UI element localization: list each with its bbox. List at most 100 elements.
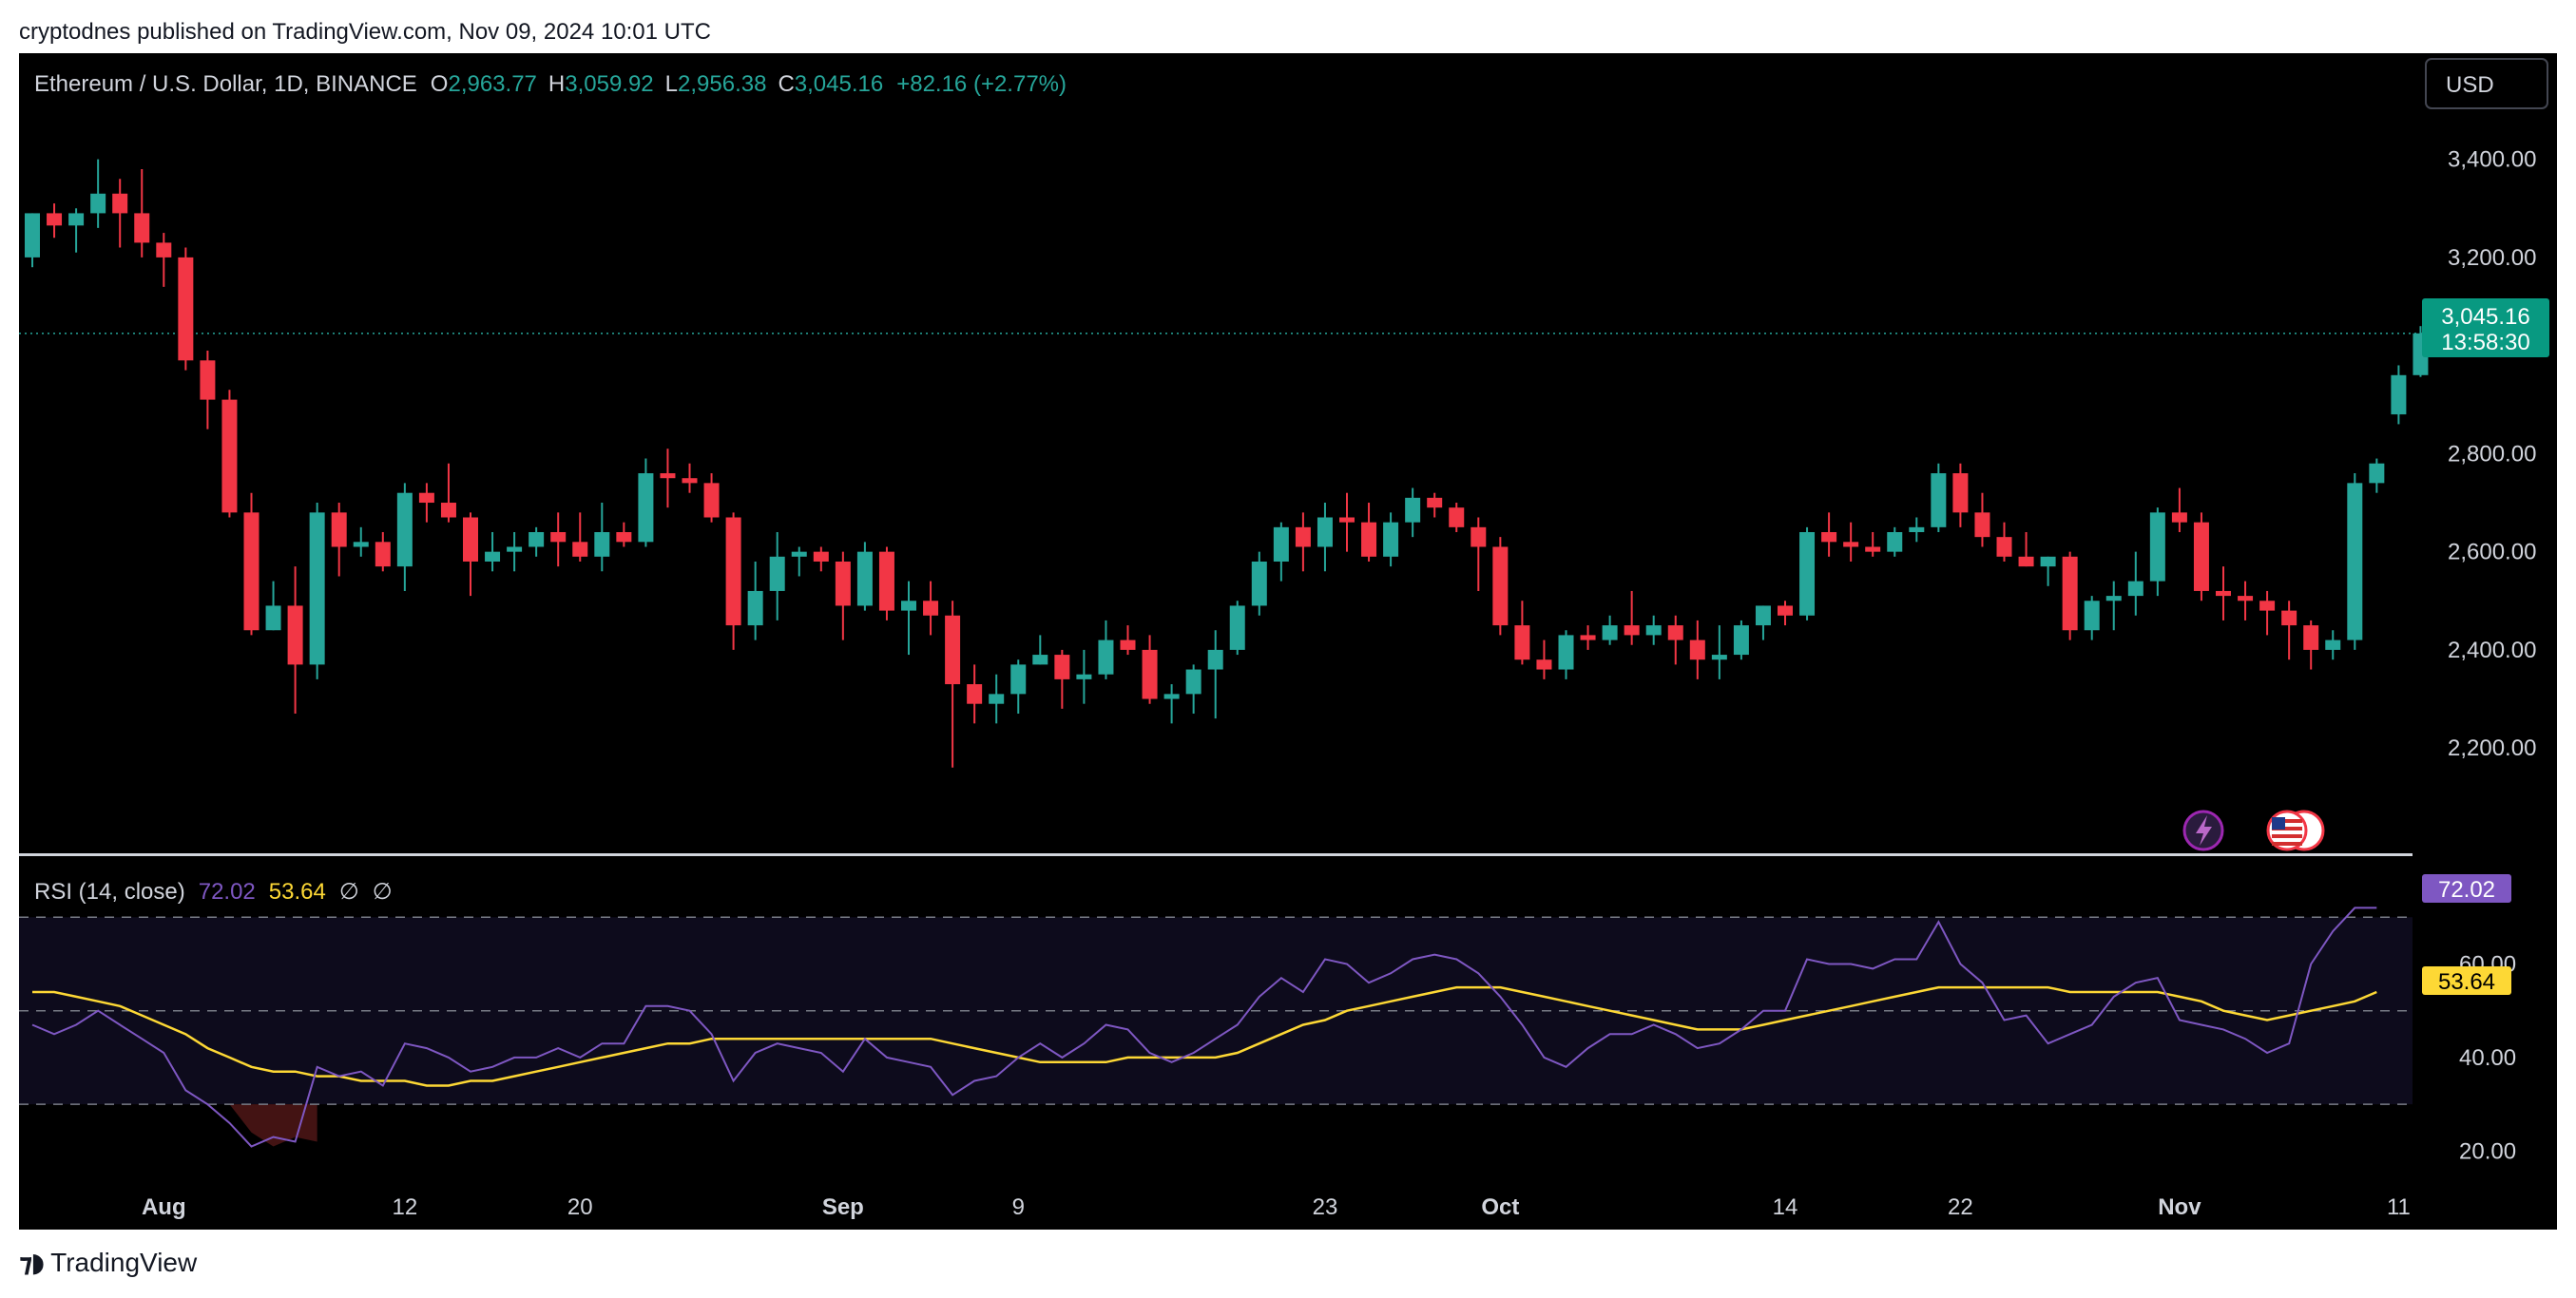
- tradingview-logo[interactable]: ⁊◗ TradingView: [19, 1247, 197, 1278]
- candle-body: [703, 483, 720, 518]
- candle-body: [1054, 655, 1070, 679]
- candle-body: [1427, 497, 1443, 508]
- candle-body: [2347, 483, 2363, 640]
- candle-body: [1843, 542, 1859, 547]
- candle-body: [769, 556, 785, 591]
- candle-body: [1163, 694, 1180, 699]
- candle-body: [156, 242, 172, 258]
- time-axis-label: Oct: [1481, 1194, 1519, 1220]
- candle-body: [68, 213, 85, 226]
- candle-body: [1887, 531, 1903, 552]
- candle-body: [1185, 669, 1201, 695]
- candle-body: [2216, 590, 2231, 597]
- candle-body: [1010, 664, 1027, 695]
- candle-body: [967, 684, 983, 704]
- candle-body: [1558, 635, 1574, 670]
- candle-body: [660, 473, 676, 479]
- candle-body: [2040, 556, 2056, 567]
- open-label: O: [431, 71, 449, 97]
- candle-body: [287, 605, 303, 665]
- currency-button[interactable]: USD: [2425, 58, 2548, 109]
- price-axis-label: 2,600.00: [2448, 540, 2536, 565]
- price-axis-label: 2,800.00: [2448, 441, 2536, 467]
- candle-body: [1032, 655, 1048, 665]
- time-axis-label: 12: [392, 1194, 417, 1220]
- candle-body: [200, 360, 216, 400]
- candle-body: [2259, 601, 2276, 611]
- candle-body: [572, 542, 588, 557]
- candle-body: [2127, 581, 2143, 597]
- candle-body: [1142, 649, 1158, 699]
- candle-body: [945, 615, 961, 685]
- candle-body: [813, 551, 829, 562]
- high-value: 3,059.92: [565, 71, 653, 97]
- candle-body: [1865, 546, 1881, 552]
- candle-body: [1383, 522, 1399, 557]
- ohlc-legend: Ethereum / U.S. Dollar, 1D, BINANCE O2,96…: [34, 71, 1067, 97]
- candle-body: [1317, 517, 1333, 547]
- pane-separator[interactable]: [19, 853, 2413, 856]
- candle-body: [353, 542, 369, 547]
- candle-body: [835, 561, 851, 606]
- rsi-ma-tag-label: 53.64: [2438, 969, 2495, 995]
- candle-body: [1229, 605, 1245, 650]
- candle-body: [2018, 556, 2034, 567]
- candle-body: [1996, 537, 2012, 557]
- candle-body: [1492, 546, 1509, 626]
- candle-body: [989, 694, 1005, 704]
- candle-body: [594, 531, 610, 557]
- rsi-band-fill: [19, 917, 2413, 1105]
- close-value: 3,045.16: [795, 71, 883, 97]
- rsi-legend-value: 72.02: [199, 879, 256, 905]
- candle-body: [463, 517, 478, 562]
- chart-frame[interactable]: Ethereum / U.S. Dollar, 1D, BINANCE O2,96…: [19, 53, 2557, 1230]
- candle-body: [485, 551, 501, 562]
- candle-body: [2281, 610, 2297, 626]
- candle-body: [47, 213, 63, 226]
- symbol-label: Ethereum / U.S. Dollar, 1D, BINANCE: [34, 71, 417, 97]
- candle-body: [1952, 473, 1969, 513]
- last-price-label: 3,045.16: [2441, 304, 2529, 330]
- time-axis-label: 23: [1313, 1194, 1338, 1220]
- candle-body: [1711, 655, 1727, 660]
- tradingview-logo-text: TradingView: [50, 1247, 198, 1277]
- candle-body: [134, 213, 150, 243]
- rsi-tag-label: 72.02: [2438, 877, 2495, 903]
- candle-body: [440, 503, 456, 518]
- candle-body: [507, 546, 523, 552]
- chart-canvas[interactable]: Ethereum / U.S. Dollar, 1D, BINANCE O2,96…: [19, 53, 2557, 1230]
- candle-body: [1778, 605, 1793, 616]
- candle-body: [2149, 512, 2165, 582]
- candle-body: [2325, 639, 2341, 650]
- candle-body: [1602, 625, 1618, 640]
- candle-body: [1974, 512, 1990, 538]
- candle-body: [878, 551, 894, 611]
- candle-body: [901, 601, 916, 611]
- candle-body: [2238, 596, 2254, 601]
- rsi-axis-label: 20.00: [2459, 1138, 2516, 1164]
- time-axis-label: 9: [1012, 1194, 1025, 1220]
- candle-body: [1821, 531, 1837, 543]
- price-axis-label: 3,200.00: [2448, 245, 2536, 271]
- us-flag-icon[interactable]: [2266, 810, 2325, 851]
- candle-body: [1295, 526, 1311, 547]
- open-value: 2,963.77: [448, 71, 536, 97]
- candle-body: [2062, 556, 2078, 631]
- candle-body: [178, 257, 194, 361]
- candle-body: [1207, 649, 1223, 670]
- candle-body: [2084, 601, 2100, 631]
- candle-body: [1273, 526, 1289, 562]
- candle-body: [90, 193, 106, 214]
- candle-body: [1733, 625, 1749, 656]
- time-axis-label: Sep: [822, 1194, 864, 1220]
- currency-button-label: USD: [2446, 72, 2494, 98]
- lightning-icon[interactable]: [2182, 810, 2224, 851]
- price-axis-label: 2,200.00: [2448, 735, 2536, 761]
- candle-body: [1755, 605, 1771, 626]
- candle-body: [1580, 635, 1596, 640]
- rsi-ma-legend-value: 53.64: [269, 879, 326, 905]
- candle-body: [221, 399, 238, 513]
- candle-body: [616, 531, 632, 543]
- candle-body: [1361, 522, 1377, 557]
- candle-body: [1689, 639, 1705, 660]
